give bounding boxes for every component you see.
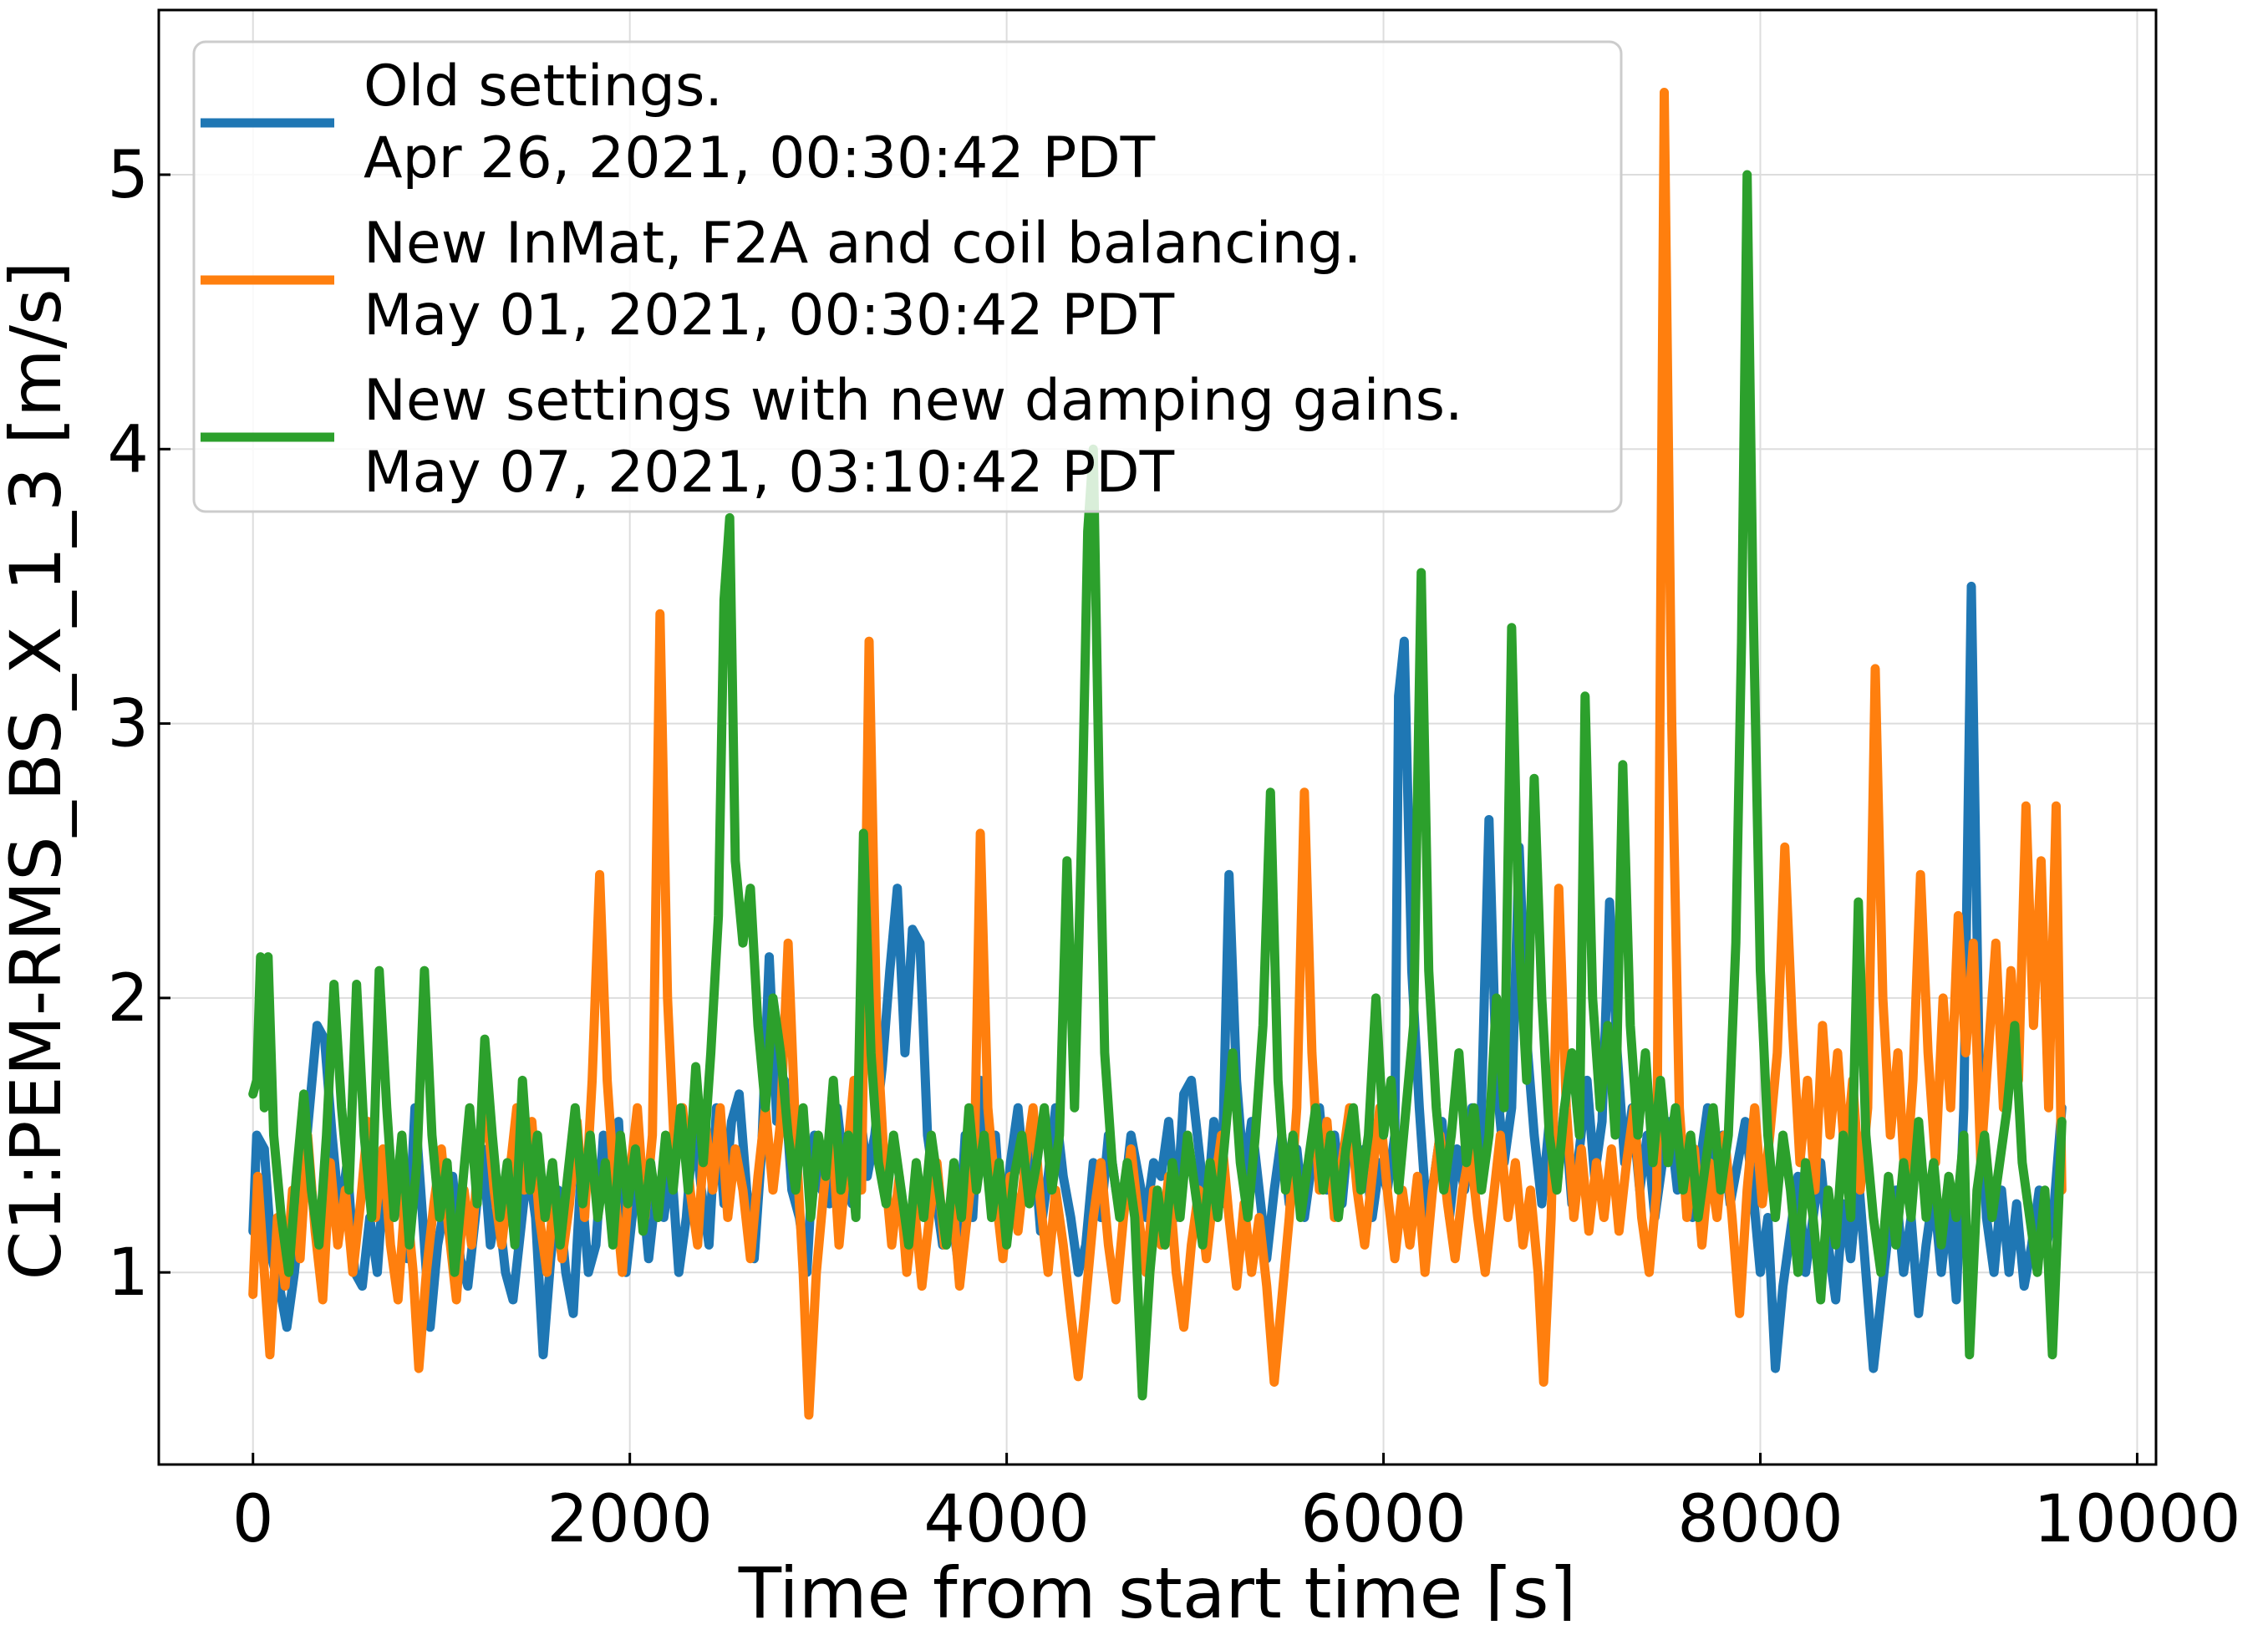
- x-tick-label: 4000: [923, 1482, 1090, 1557]
- x-tick-label: 2000: [547, 1482, 713, 1557]
- x-tick-label: 10000: [2033, 1482, 2240, 1557]
- legend-label-1: Apr 26, 2021, 00:30:42 PDT: [364, 125, 1156, 191]
- legend-label-2: New InMat, F2A and coil balancing.: [364, 211, 1361, 277]
- y-tick-label: 1: [107, 1235, 149, 1311]
- y-tick-label: 5: [107, 138, 149, 213]
- legend-box: [192, 40, 1623, 513]
- series-lines: [248, 88, 2067, 1420]
- legend: Old settings.Apr 26, 2021, 00:30:42 PDT N…: [192, 40, 1623, 513]
- y-axis-title: C1:PEM-RMS_BS_X_1_3 [m/s]: [0, 261, 77, 1280]
- series-line-3: [248, 170, 2067, 1401]
- x-tick-label: 6000: [1300, 1482, 1467, 1557]
- x-axis-title: Time from start time [s]: [738, 1552, 1577, 1621]
- legend-label-2: May 01, 2021, 00:30:42 PDT: [364, 283, 1175, 349]
- legend-label-3: New settings with new damping gains.: [364, 368, 1463, 434]
- axis-ticks: 0 2000 4000 6000 8000 10000 1 2 3 4 5: [107, 138, 2240, 1557]
- x-tick-label: 8000: [1677, 1482, 1843, 1557]
- legend-label-3: May 07, 2021, 03:10:42 PDT: [364, 440, 1175, 506]
- plot-area-frame: [157, 8, 2158, 1466]
- x-tick-label: 0: [232, 1482, 274, 1557]
- y-tick-label: 4: [107, 412, 149, 487]
- legend-label-1: Old settings.: [364, 53, 723, 120]
- y-tick-label: 3: [107, 687, 149, 762]
- y-tick-label: 2: [107, 961, 149, 1037]
